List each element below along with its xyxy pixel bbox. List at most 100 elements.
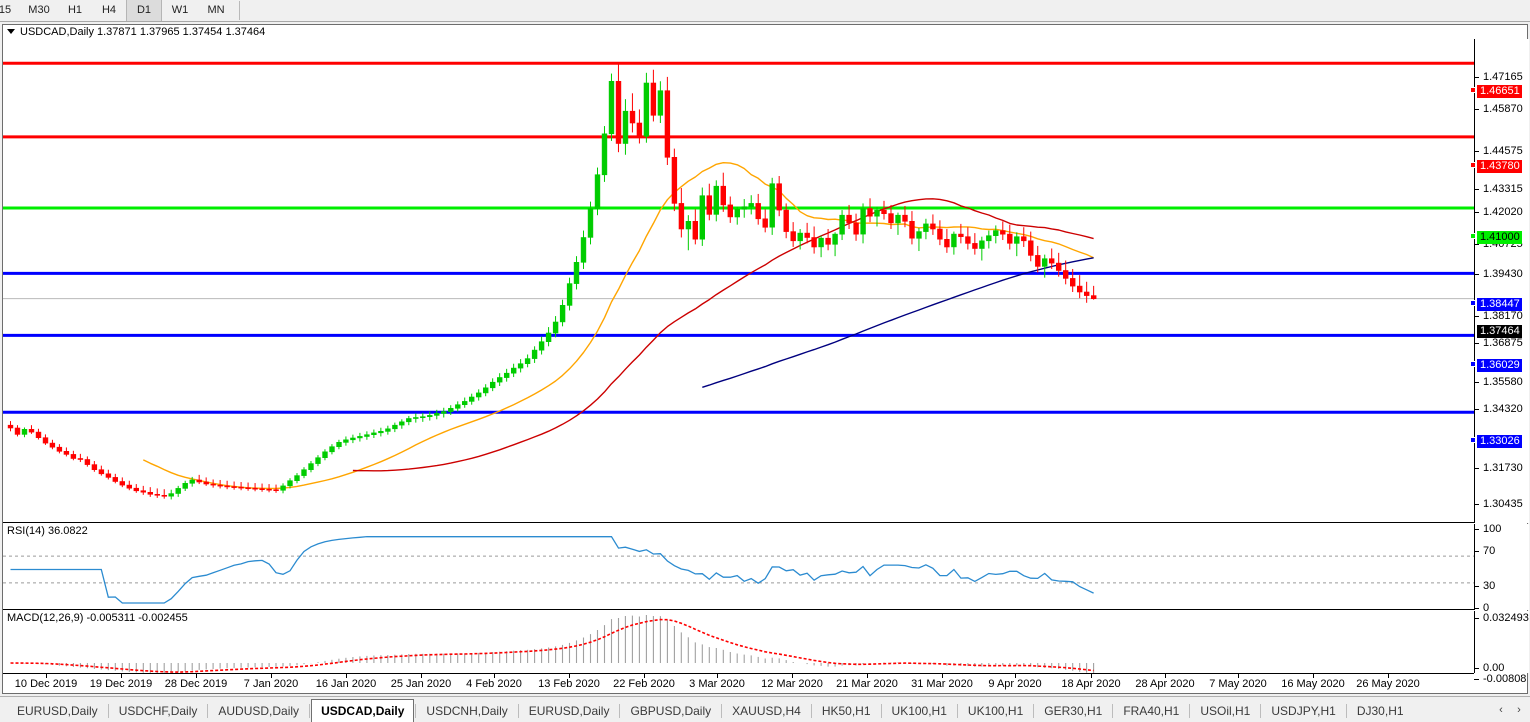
candle-body: [923, 223, 929, 232]
price-tick-label: 1.31730: [1483, 462, 1523, 474]
symbol-tab-eurusd-daily[interactable]: EURUSD,Daily: [17, 704, 98, 718]
timeframe-h4[interactable]: H4: [101, 4, 117, 16]
time-tick-label: 7 Jan 2020: [243, 678, 299, 690]
price-level-badge[interactable]: 1.46651: [1477, 85, 1522, 98]
candle-body: [1070, 278, 1076, 287]
time-tick-label: 16 May 2020: [1281, 678, 1345, 690]
timeframe-w1[interactable]: W1: [171, 4, 189, 16]
macd-indicator-label: MACD(12,26,9) -0.005311 -0.002455: [7, 612, 188, 624]
rsi-panel[interactable]: RSI(14) 36.0822: [3, 524, 1474, 610]
candle-body: [119, 481, 126, 486]
candle-body: [965, 236, 971, 244]
symbol-tab-separator: [415, 704, 417, 718]
time-tick-label: 16 Jan 2020: [315, 678, 377, 690]
price-tick: [1474, 189, 1479, 190]
rsi-tick: [1474, 529, 1479, 530]
symbol-tab-bar[interactable]: EURUSD,Daily USDCHF,Daily AUDUSD,Daily USDC…: [0, 696, 1530, 722]
candle-body: [357, 436, 363, 439]
candle-body: [937, 228, 943, 240]
rsi-tick-label: 30: [1483, 580, 1496, 592]
candle-body: [825, 237, 831, 245]
timeframe-m30[interactable]: M30: [28, 4, 50, 16]
macd-panel[interactable]: MACD(12,26,9) -0.005311 -0.002455: [3, 611, 1474, 673]
price-level-badge[interactable]: 1.43780: [1477, 160, 1522, 173]
rsi-plot-area[interactable]: [3, 524, 1474, 610]
symbol-tab-usoil-h1[interactable]: USOil,H1: [1200, 704, 1251, 718]
collapse-caret-icon[interactable]: [7, 28, 15, 34]
price-level-badge[interactable]: 1.38447: [1477, 298, 1522, 311]
symbol-tab-uk100-h1[interactable]: UK100,H1: [967, 704, 1024, 718]
price-level-badge[interactable]: 1.36029: [1477, 359, 1522, 372]
candle-body: [217, 484, 223, 487]
price-level-handle[interactable]: [1470, 300, 1476, 306]
macd-tick: [1474, 618, 1479, 619]
rsi-scale[interactable]: 100 70 30 0: [1474, 524, 1529, 614]
candle-body: [154, 493, 160, 496]
time-tick-label: 25 Jan 2020: [390, 678, 452, 690]
symbol-tab-separator: [880, 704, 882, 718]
candle-body: [531, 349, 538, 359]
timeframe-toolbar: 15 M30 H1 H4 D1 W1 MN: [0, 0, 1530, 22]
price-level-badge[interactable]: 1.37464: [1477, 325, 1522, 338]
tab-nav-left-arrow[interactable]: ‹: [1499, 704, 1503, 716]
candle-body: [1007, 233, 1013, 244]
candle-body: [755, 203, 761, 220]
price-level-handle[interactable]: [1470, 361, 1476, 367]
symbol-tab-dj30-h1[interactable]: DJ30,H1: [1356, 704, 1404, 718]
price-tick-label: 1.43315: [1483, 183, 1523, 195]
symbol-tab-audusd-daily[interactable]: AUDUSD,Daily: [218, 704, 300, 718]
symbol-tab-usdjpy-h1[interactable]: USDJPY,H1: [1271, 704, 1336, 718]
candle-body: [461, 401, 468, 405]
candle-body: [874, 209, 880, 217]
price-plot-area[interactable]: [3, 39, 1474, 523]
symbol-tab-eurusd-daily[interactable]: EURUSD,Daily: [528, 704, 610, 718]
symbol-tab-xauusd-h4[interactable]: XAUUSD,H4: [732, 704, 801, 718]
candle-body: [727, 204, 734, 218]
timeframe-d1[interactable]: D1: [126, 0, 162, 21]
price-level-badge[interactable]: 1.33026: [1477, 435, 1522, 448]
tab-nav-right-arrow[interactable]: ›: [1517, 704, 1521, 716]
candle-body: [636, 122, 643, 137]
macd-scale[interactable]: 0.032493 0.00 -0.00808: [1474, 611, 1529, 685]
price-level-handle[interactable]: [1470, 87, 1476, 93]
symbol-tab-uk100-h1[interactable]: UK100,H1: [891, 704, 947, 718]
price-scale[interactable]: 1.47165 1.45870 1.44575 1.43315 1.42020 1.407…: [1470, 39, 1529, 540]
time-scale[interactable]: 10 Dec 2019 19 Dec 2019 28 Dec 2019 7 Jan 2…: [3, 673, 1474, 693]
candle-body: [245, 487, 251, 490]
rsi-scale-divider: [1474, 524, 1475, 610]
price-level-handle[interactable]: [1470, 162, 1476, 168]
price-level-badge[interactable]: 1.41000: [1477, 231, 1522, 244]
rsi-tick-label: 0: [1483, 602, 1490, 614]
candle-body: [196, 479, 202, 483]
candle-body: [175, 488, 181, 494]
symbol-tab-fra40-h1[interactable]: FRA40,H1: [1123, 704, 1180, 718]
time-tick: [717, 674, 718, 678]
symbol-tab-hk50-h1[interactable]: HK50,H1: [821, 704, 871, 718]
timeframe-h1[interactable]: H1: [67, 4, 83, 16]
candle-body: [294, 475, 300, 482]
candle-body: [14, 427, 21, 435]
rsi-chart-svg: [3, 535, 1474, 604]
symbol-tab-usdchf-daily[interactable]: USDCHF,Daily: [118, 704, 198, 718]
time-tick: [1091, 674, 1092, 678]
macd-tick-label: -0.00808: [1483, 673, 1527, 685]
symbol-tab-usdcad-daily[interactable]: USDCAD,Daily: [311, 699, 415, 722]
chart-window[interactable]: USDCAD,Daily 1.37871 1.37965 1.37454 1.3…: [2, 24, 1529, 694]
price-level-handle[interactable]: [1470, 233, 1476, 239]
candle-body: [678, 203, 685, 230]
candle-body: [133, 487, 139, 492]
price-panel[interactable]: [3, 39, 1474, 523]
candle-body: [468, 396, 475, 402]
timeframe-mn[interactable]: MN: [207, 4, 225, 16]
symbol-tab-gbpusd-daily[interactable]: GBPUSD,Daily: [630, 704, 712, 718]
candle-body: [1042, 258, 1048, 267]
symbol-tab-usdcnh-daily[interactable]: USDCNH,Daily: [426, 704, 508, 718]
symbol-tab-ger30-h1[interactable]: GER30,H1: [1044, 704, 1103, 718]
macd-plot-area[interactable]: [3, 611, 1474, 673]
time-tick-label: 10 Dec 2019: [14, 678, 78, 690]
candle-body: [336, 441, 342, 447]
timeframe-m15[interactable]: 15: [0, 4, 12, 16]
symbol-tab-separator: [810, 704, 812, 718]
price-level-handle[interactable]: [1470, 437, 1476, 443]
price-tick: [1474, 316, 1479, 317]
